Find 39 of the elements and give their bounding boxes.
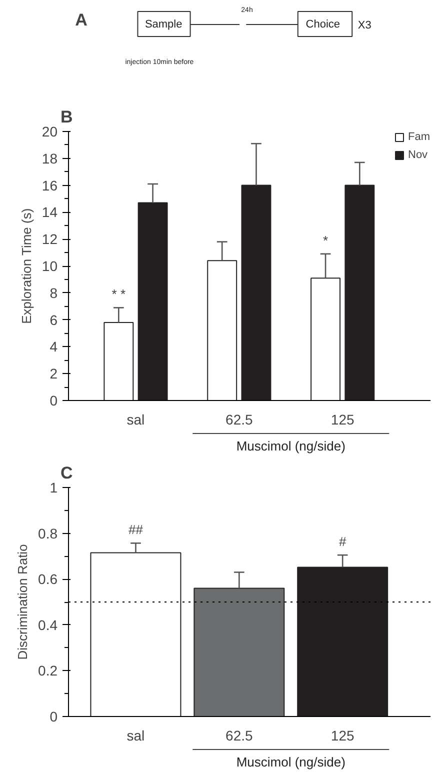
text: A	[75, 10, 88, 30]
y-tick-label: 16	[42, 177, 58, 194]
text: X3	[358, 20, 372, 32]
y-tick-label: 18	[42, 150, 58, 166]
y-tick-label: 8	[50, 284, 58, 301]
y-tick-label: 6	[50, 312, 58, 328]
x-tick-label: 125	[330, 412, 354, 428]
y-tick-label: 2	[50, 366, 58, 382]
y-tick-label: 0.6	[38, 571, 58, 588]
y-axis-title: Exploration Time (s)	[18, 208, 34, 324]
x-tick-label: 125	[330, 728, 354, 744]
y-tick-label: 4	[50, 338, 58, 355]
legend-label: Nov	[408, 149, 428, 161]
y-tick-label: 0.8	[38, 525, 58, 542]
annotation: * *	[112, 286, 126, 302]
x-tick-label: 62.5	[226, 412, 253, 428]
legend-label: Fam	[408, 131, 430, 143]
y-tick-label: 10	[42, 258, 58, 274]
text: Sample	[144, 18, 182, 30]
x-axis-title: Muscimol (ng/side)	[236, 754, 346, 770]
y-axis-title: Discrimination Ratio	[15, 544, 30, 660]
x-tick-label: 62.5	[226, 728, 253, 744]
x-tick-label: sal	[126, 728, 145, 744]
annotation: *	[322, 232, 328, 248]
annotation: ##	[128, 522, 144, 538]
y-tick-label: 14	[42, 204, 58, 220]
y-tick-label: 1	[50, 480, 58, 496]
chart-title: C	[60, 464, 73, 482]
y-tick-label: 0	[50, 392, 58, 408]
chart-title: B	[60, 108, 73, 126]
y-tick-label: 20	[42, 124, 58, 140]
x-tick-label: sal	[126, 412, 145, 428]
x-axis-title: Muscimol (ng/side)	[236, 438, 346, 454]
y-tick-label: 0.4	[38, 616, 58, 633]
y-tick-label: 0	[50, 708, 58, 724]
y-tick-label: 0.2	[38, 662, 58, 679]
text: Choice	[306, 18, 340, 30]
annotation: #	[338, 534, 347, 550]
y-tick-label: 12	[42, 231, 58, 248]
